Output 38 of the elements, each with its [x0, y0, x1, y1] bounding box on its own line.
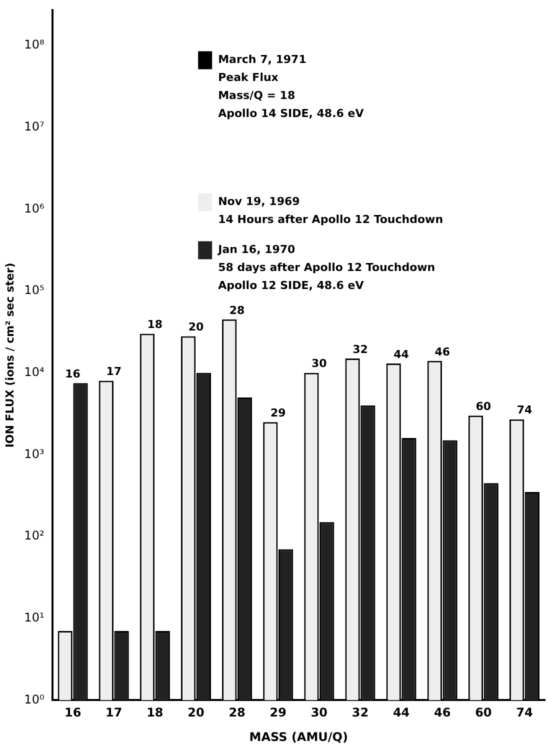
annotation: 30: [312, 357, 328, 370]
x-tick-label: 44: [392, 706, 410, 720]
x-tick-label: 16: [64, 706, 82, 720]
x-tick-label: 32: [352, 706, 369, 720]
y-tick-label: 10⁸: [24, 38, 44, 52]
x-tick-label: 74: [516, 706, 533, 720]
annotation: 46: [434, 345, 450, 358]
x-tick-label: 20: [188, 706, 204, 720]
y-tick-label: 10⁶: [24, 201, 44, 216]
x-tick-label: 60: [475, 706, 492, 720]
annotation: 32: [352, 342, 368, 356]
y-tick-label: 10³: [24, 446, 44, 461]
y-tick-label: 10²: [24, 528, 44, 543]
annotation: 18: [147, 318, 163, 332]
annotation: 16: [65, 367, 81, 380]
legend-label: Jan 16, 1970 58 days after Apollo 12 Touchdown Apollo 12 SIDE, 48.6 eV: [217, 243, 436, 292]
y-tick-label: 10⁵: [24, 283, 44, 298]
x-tick-label: 28: [228, 706, 246, 720]
annotation: 17: [106, 365, 122, 378]
x-tick-label: 30: [310, 706, 328, 720]
x-tick-label: 17: [106, 706, 122, 720]
annotation: 29: [270, 406, 286, 420]
legend-label: Nov 19, 1969 14 Hours after Apollo 12 Touchdown: [218, 195, 444, 226]
x-axis-title: MASS (AMU/Q): [249, 730, 348, 744]
x-tick-label: 29: [270, 706, 286, 720]
x-tick-label: 46: [434, 706, 451, 720]
annotation: 28: [229, 304, 245, 317]
annotation: 60: [476, 400, 492, 413]
legend-label: March 7, 1971 Peak Flux Mass/Q = 18 Apollo 14 SIDE, 48.6 eV: [218, 53, 364, 120]
x-tick-label: 18: [146, 706, 164, 720]
annotation: 74: [516, 404, 532, 417]
annotation: 44: [394, 348, 410, 361]
y-tick-label: 10⁷: [24, 119, 44, 134]
annotation: 20: [188, 320, 204, 334]
y-tick-label: 10⁰: [24, 692, 44, 706]
y-tick-label: 10⁴: [24, 364, 44, 379]
y-axis-title: ION FLUX (ions / cm² sec ster): [3, 262, 16, 448]
y-tick-label: 10¹: [24, 610, 44, 624]
